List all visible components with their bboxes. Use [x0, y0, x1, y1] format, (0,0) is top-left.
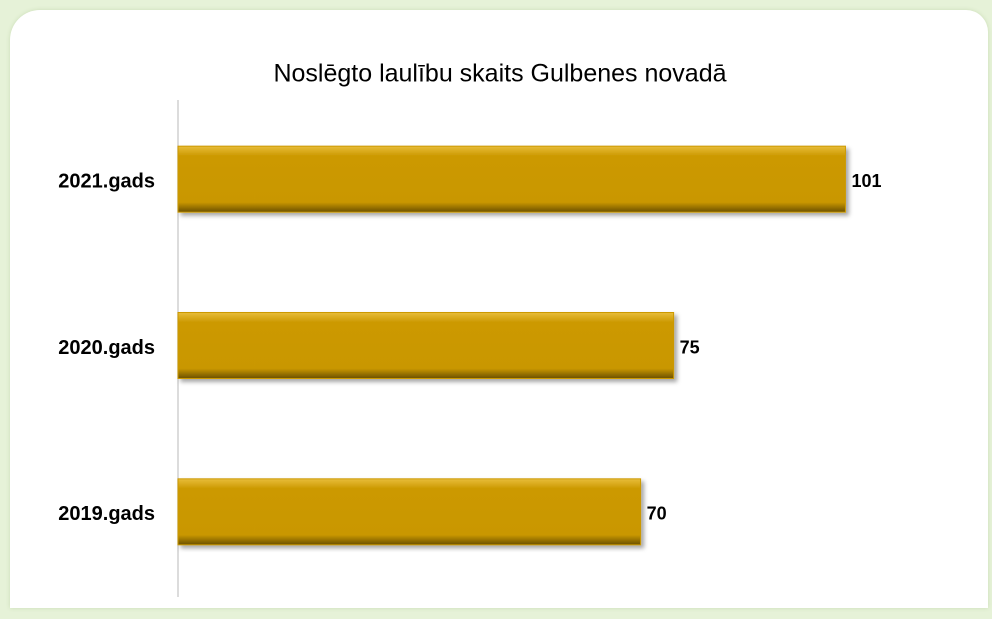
chart-title: Noslēgto laulību skaits Gulbenes novadā: [273, 60, 726, 88]
value-label: 70: [647, 504, 667, 524]
bar: [177, 312, 675, 379]
y-tick-label: 2019.gads: [58, 503, 155, 525]
y-tick-label: 2020.gads: [58, 337, 155, 359]
value-label: 75: [680, 337, 700, 357]
y-tick-label: 2021.gads: [58, 170, 155, 192]
bar: [177, 478, 642, 546]
bar: [177, 145, 846, 213]
value-label: 101: [851, 171, 881, 191]
